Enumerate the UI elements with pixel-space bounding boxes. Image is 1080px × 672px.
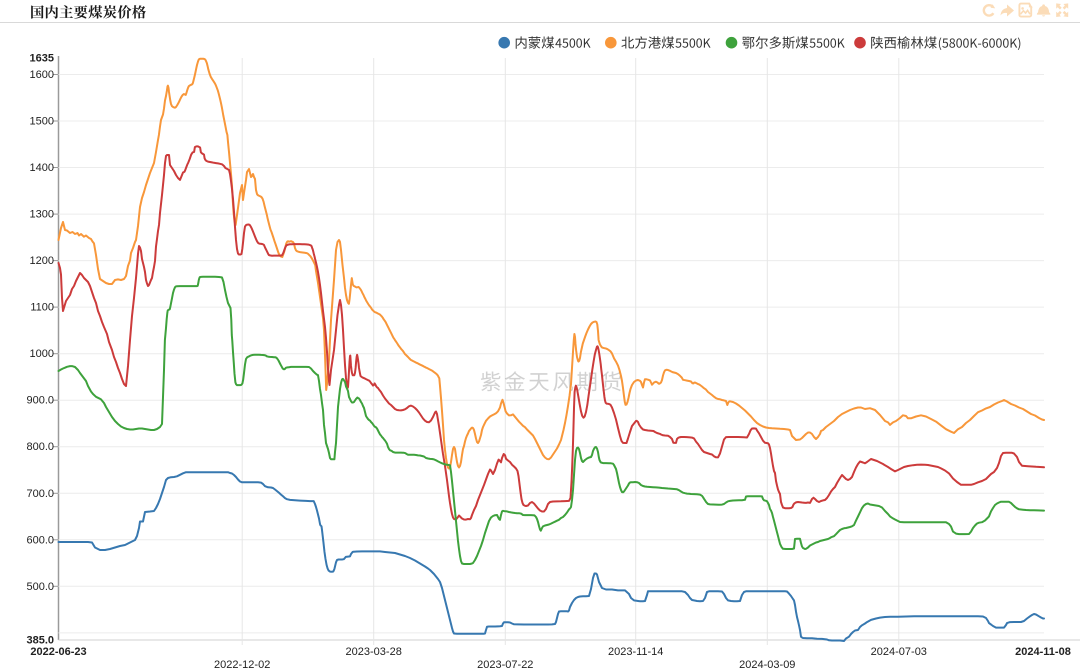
svg-text:800.0: 800.0 [26,441,54,453]
svg-text:1500: 1500 [30,116,54,128]
svg-text:600.0: 600.0 [26,534,54,546]
svg-text:2023-11-14: 2023-11-14 [608,646,663,658]
svg-text:1000: 1000 [30,348,54,360]
svg-text:1100: 1100 [30,302,54,314]
svg-text:900.0: 900.0 [26,395,54,407]
svg-text:1200: 1200 [30,255,54,267]
svg-text:1400: 1400 [30,162,54,174]
svg-text:2023-03-28: 2023-03-28 [346,646,402,658]
svg-text:500.0: 500.0 [26,581,54,593]
svg-text:2022-12-02: 2022-12-02 [214,659,270,671]
svg-text:2024-11-08: 2024-11-08 [1015,646,1071,658]
svg-text:2022-06-23: 2022-06-23 [30,646,86,658]
svg-text:1600: 1600 [30,69,54,81]
svg-text:2024-07-03: 2024-07-03 [871,646,927,658]
svg-text:385.0: 385.0 [26,634,54,646]
svg-text:1300: 1300 [30,209,54,221]
svg-text:700.0: 700.0 [26,488,54,500]
svg-text:2023-07-22: 2023-07-22 [477,659,533,671]
svg-text:1635: 1635 [30,53,54,65]
svg-text:2024-03-09: 2024-03-09 [739,659,795,671]
